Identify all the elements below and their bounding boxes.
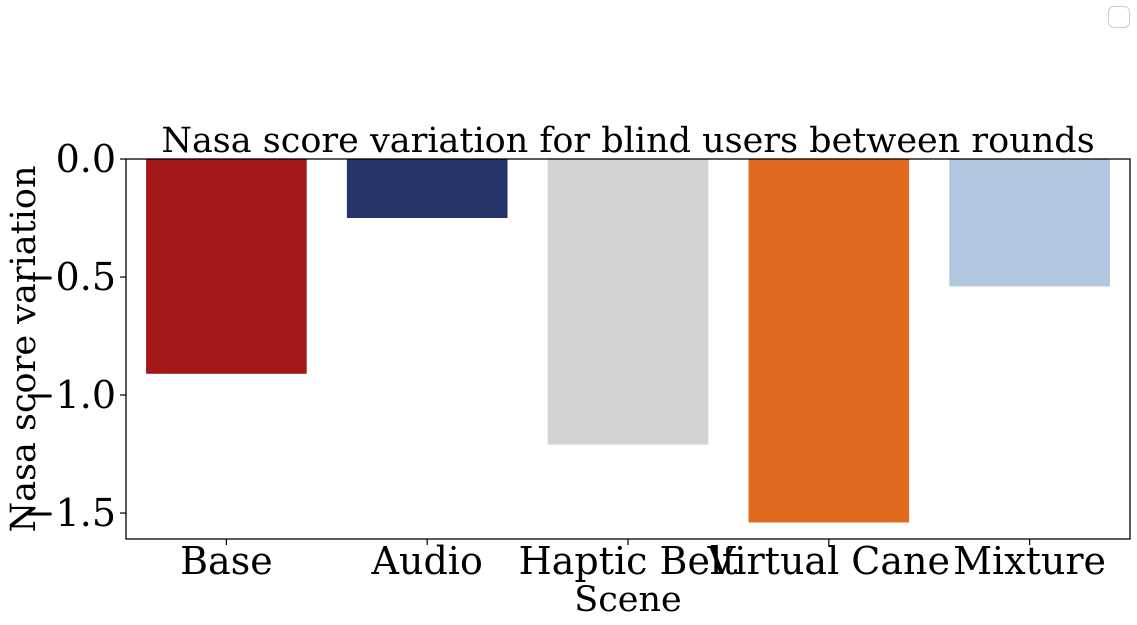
legend-box: [1108, 6, 1130, 28]
x-tick-label: Mixture: [953, 539, 1106, 583]
y-tick-label: −1.5: [24, 491, 116, 535]
y-axis-label: Nasa score variation: [4, 166, 44, 533]
x-tick-label: Virtual Cane: [707, 539, 950, 583]
y-tick-label: −0.5: [24, 255, 116, 299]
bar-virtual-cane: [748, 159, 910, 523]
x-axis-label: Scene: [574, 580, 682, 620]
bars-group: [146, 159, 1110, 523]
y-tick-label: −1.0: [24, 373, 116, 417]
y-tick-label: 0.0: [56, 137, 116, 181]
bar-base: [146, 159, 307, 374]
x-tick-label: Base: [180, 539, 273, 583]
x-tick-label: Audio: [371, 539, 483, 583]
y-axis: 0.0 −0.5 −1.0 −1.5: [24, 137, 126, 535]
bar-haptic-belt: [547, 159, 709, 445]
bar-audio: [346, 159, 508, 219]
bar-mixture: [949, 159, 1110, 287]
chart-title: Nasa score variation for blind users bet…: [161, 121, 1094, 161]
x-tick-label: Haptic Belt: [519, 539, 738, 583]
